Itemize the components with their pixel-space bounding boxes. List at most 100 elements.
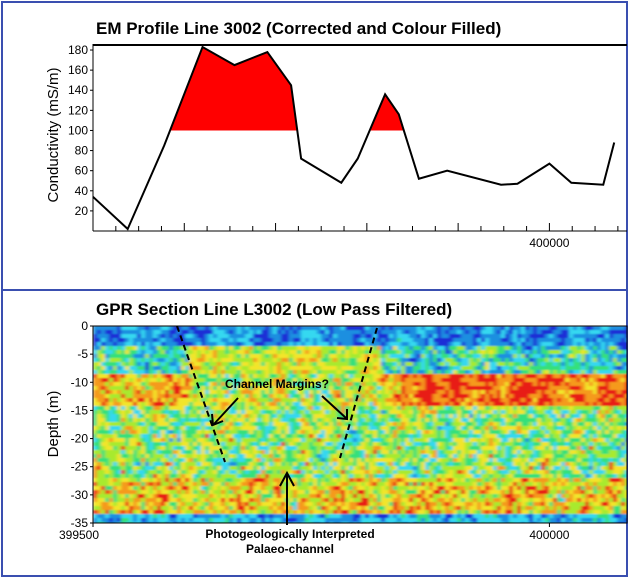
gpr-cell [469,442,474,447]
gpr-cell [309,346,314,351]
gpr-cell [265,470,270,475]
gpr-cell [561,386,566,391]
gpr-cell [397,442,402,447]
gpr-cell [605,446,610,451]
gpr-cell [173,426,178,431]
gpr-cell [145,350,150,355]
gpr-cell [189,446,194,451]
gpr-cell [389,366,394,371]
gpr-cell [329,370,334,375]
gpr-cell [197,358,202,363]
gpr-cell [113,338,118,343]
gpr-cell [441,354,446,359]
gpr-cell [501,466,506,471]
gpr-cell [369,458,374,463]
gpr-cell [161,450,166,455]
gpr-cell [585,366,590,371]
gpr-cell [193,382,198,387]
gpr-cell [205,358,210,363]
gpr-cell [313,458,318,463]
gpr-cell [445,454,450,459]
gpr-cell [581,438,586,443]
gpr-cell [141,358,146,363]
gpr-cell [153,446,158,451]
gpr-cell [489,450,494,455]
gpr-cell [477,382,482,387]
gpr-cell [393,354,398,359]
gpr-cell [461,398,466,403]
gpr-cell [285,390,290,395]
gpr-cell [257,418,262,423]
gpr-cell [541,358,546,363]
gpr-cell [425,406,430,411]
gpr-cell [557,374,562,379]
gpr-cell [141,330,146,335]
gpr-cell [409,470,414,475]
gpr-cell [433,390,438,395]
gpr-cell [157,398,162,403]
gpr-cell [437,358,442,363]
gpr-cell [585,370,590,375]
gpr-cell [505,422,510,427]
gpr-cell [613,454,618,459]
gpr-cell [233,330,238,335]
gpr-cell [181,414,186,419]
gpr-cell [181,338,186,343]
gpr-cell [525,346,530,351]
gpr-cell [117,382,122,387]
gpr-cell [309,342,314,347]
gpr-cell [433,374,438,379]
gpr-cell [457,354,462,359]
gpr-cell [473,338,478,343]
gpr-cell [437,346,442,351]
gpr-cell [301,354,306,359]
gpr-cell [485,466,490,471]
gpr-cell [321,374,326,379]
gpr-cell [397,446,402,451]
gpr-cell [301,414,306,419]
gpr-cell [609,418,614,423]
gpr-cell [173,434,178,439]
gpr-cell [493,326,498,331]
gpr-cell [509,402,514,407]
gpr-cell [145,430,150,435]
gpr-cell [577,414,582,419]
gpr-cell [517,462,522,467]
gpr-cell [361,446,366,451]
gpr-cell [549,414,554,419]
gpr-cell [609,450,614,455]
gpr-cell [477,450,482,455]
gpr-cell [497,394,502,399]
gpr-cell [501,382,506,387]
gpr-cell [221,358,226,363]
gpr-cell [381,434,386,439]
gpr-cell [285,402,290,407]
gpr-cell [597,370,602,375]
gpr-cell [225,458,230,463]
gpr-cell [553,334,558,339]
gpr-cell [337,430,342,435]
gpr-cell [465,346,470,351]
gpr-cell [185,446,190,451]
gpr-cell [493,438,498,443]
gpr-cell [565,442,570,447]
gpr-cell [429,426,434,431]
gpr-cell [97,438,102,443]
gpr-cell [445,450,450,455]
gpr-cell [425,430,430,435]
gpr-cell [385,362,390,367]
gpr-cell [505,450,510,455]
gpr-cell [481,358,486,363]
gpr-cell [97,442,102,447]
gpr-cell [413,466,418,471]
gpr-cell [593,454,598,459]
gpr-cell [481,402,486,407]
gpr-cell [353,410,358,415]
gpr-cell [545,394,550,399]
gpr-cell [185,338,190,343]
gpr-cell [489,326,494,331]
gpr-cell [133,454,138,459]
gpr-cell [217,386,222,391]
gpr-cell [129,362,134,367]
gpr-cell [505,362,510,367]
